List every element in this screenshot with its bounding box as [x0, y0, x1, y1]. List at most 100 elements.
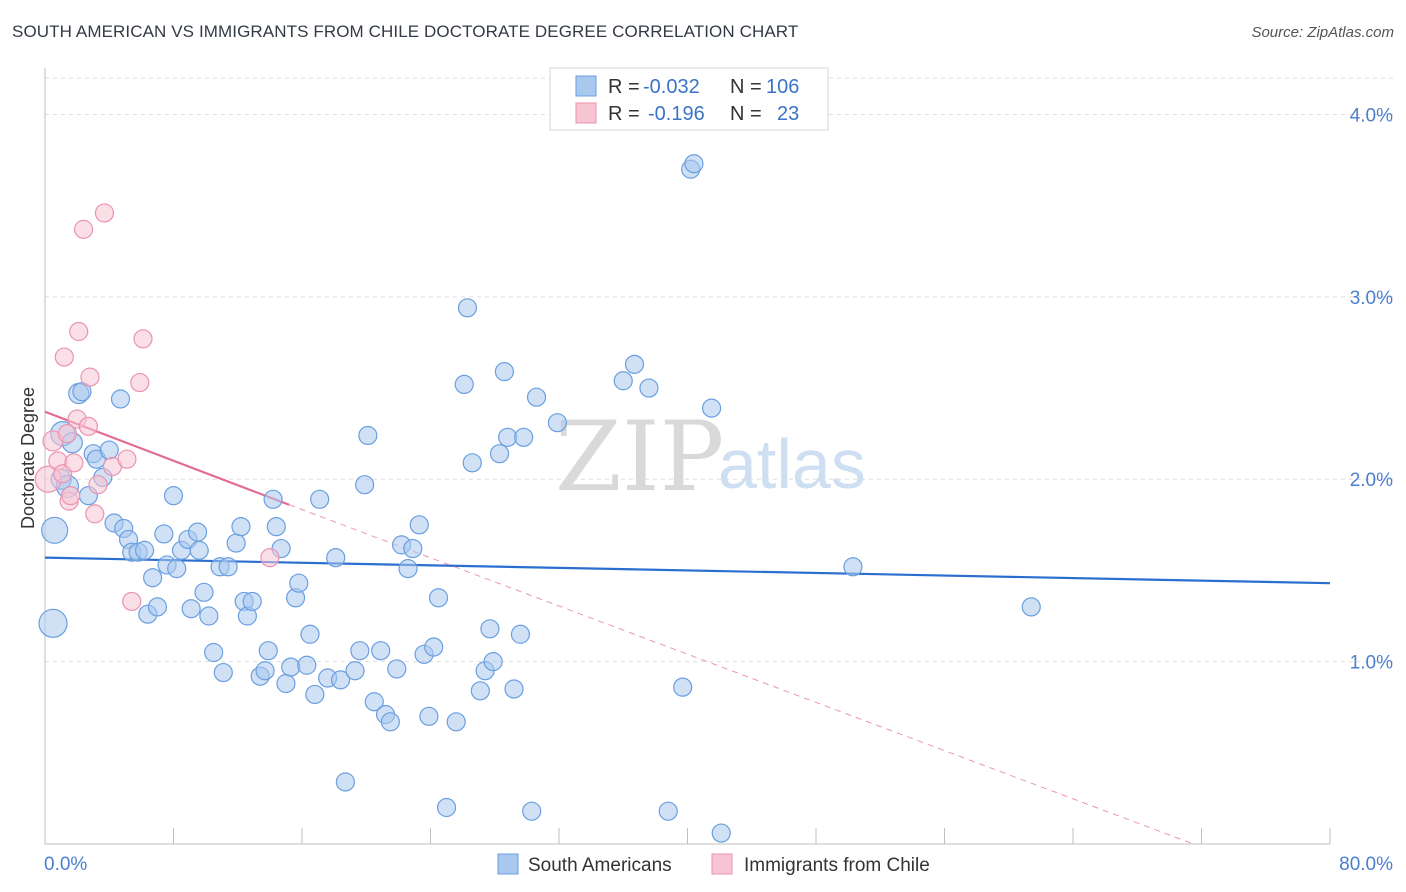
series-south-americans [38, 154, 1041, 843]
gridlines [45, 77, 1395, 663]
data-point [194, 582, 214, 602]
data-point [494, 362, 514, 382]
data-point [134, 540, 155, 560]
data-point [263, 489, 283, 509]
data-point [483, 652, 503, 672]
y-tick-label: 2.0% [1350, 470, 1393, 491]
legend-label-immigrants-from-chile: Immigrants from Chile [744, 855, 930, 876]
data-point [454, 374, 474, 394]
data-point [398, 559, 418, 579]
data-point [167, 559, 187, 579]
legend-label-south-americans: South Americans [528, 855, 672, 876]
data-point [289, 573, 309, 593]
data-point [387, 659, 407, 679]
data-point [88, 475, 108, 495]
data-point [409, 515, 429, 535]
data-point [54, 347, 74, 367]
legend-r-label: R = [608, 103, 640, 125]
data-point [154, 524, 174, 544]
data-point [78, 416, 98, 436]
watermark-atlas: atlas [718, 425, 866, 503]
x-tick-labels: 0.0% 80.0% [44, 854, 1393, 875]
data-point [335, 772, 355, 792]
data-point [711, 823, 731, 843]
data-point [305, 684, 325, 705]
data-point [73, 219, 94, 239]
data-point [310, 489, 330, 509]
data-point [41, 516, 69, 544]
data-point [1021, 597, 1041, 617]
data-point [480, 619, 500, 639]
data-point [130, 372, 150, 393]
data-point [504, 679, 524, 699]
data-point [613, 371, 633, 391]
axes [44, 68, 1331, 845]
data-point [61, 486, 81, 506]
legend-r-label: R = [608, 76, 640, 98]
data-point [218, 557, 238, 577]
data-point [163, 486, 184, 506]
data-point [258, 641, 278, 661]
data-point [462, 453, 482, 473]
y-tick-label: 4.0% [1350, 105, 1393, 126]
x-tick-label: 80.0% [1339, 854, 1393, 875]
data-point [380, 712, 400, 732]
data-point [547, 413, 567, 433]
data-point [624, 354, 645, 374]
data-point [147, 597, 168, 617]
y-axis-label: Doctorate Degree [18, 387, 38, 529]
data-point [428, 588, 449, 608]
series-legend: South Americans Immigrants from Chile [497, 853, 930, 876]
data-point [260, 548, 280, 568]
legend-swatch-immigrants-from-chile [711, 853, 733, 875]
data-point [72, 382, 92, 402]
data-point [189, 540, 209, 560]
legend-n-value: 106 [766, 76, 799, 98]
data-point [510, 624, 531, 644]
source-label: Source: ZipAtlas.com [1251, 24, 1394, 41]
data-point [181, 599, 201, 619]
data-point [69, 321, 89, 342]
data-point [358, 425, 378, 446]
data-point [639, 378, 659, 398]
data-point [122, 591, 142, 612]
data-point [242, 591, 262, 612]
data-point [199, 606, 219, 626]
data-point [117, 449, 137, 469]
data-point [403, 538, 423, 559]
y-tick-labels: 1.0% 2.0% 3.0% 4.0% [1350, 105, 1393, 673]
data-point [38, 608, 68, 638]
y-tick-label: 3.0% [1350, 288, 1393, 309]
data-point [355, 475, 375, 495]
legend-r-value: -0.196 [648, 103, 705, 125]
data-point [276, 673, 296, 694]
data-point [489, 444, 510, 464]
data-point [231, 517, 251, 537]
data-point [684, 154, 704, 174]
series-immigrants-from-chile [34, 203, 280, 612]
watermark-zip: ZIP [555, 401, 724, 513]
data-point [187, 522, 208, 542]
data-point [80, 367, 100, 387]
data-point [213, 662, 233, 683]
legend-swatch-blue [575, 75, 597, 97]
legend-n-label: N = [730, 76, 762, 98]
data-point [498, 427, 518, 447]
data-point [57, 424, 78, 444]
data-point [436, 797, 457, 818]
data-point [522, 801, 542, 821]
data-point [94, 203, 115, 223]
data-point [326, 548, 346, 568]
data-point [266, 517, 286, 537]
data-point [424, 637, 444, 657]
legend-r-value: -0.032 [643, 76, 700, 98]
legend-swatch-south-americans [497, 853, 519, 875]
legend-n-label: N = [730, 103, 762, 125]
data-point [110, 389, 131, 409]
data-point [255, 661, 275, 681]
correlation-legend: R = -0.032 N = 106 R = -0.196 N = 23 [549, 67, 829, 131]
data-point [143, 568, 163, 588]
data-point [64, 453, 84, 473]
data-point [204, 642, 224, 663]
